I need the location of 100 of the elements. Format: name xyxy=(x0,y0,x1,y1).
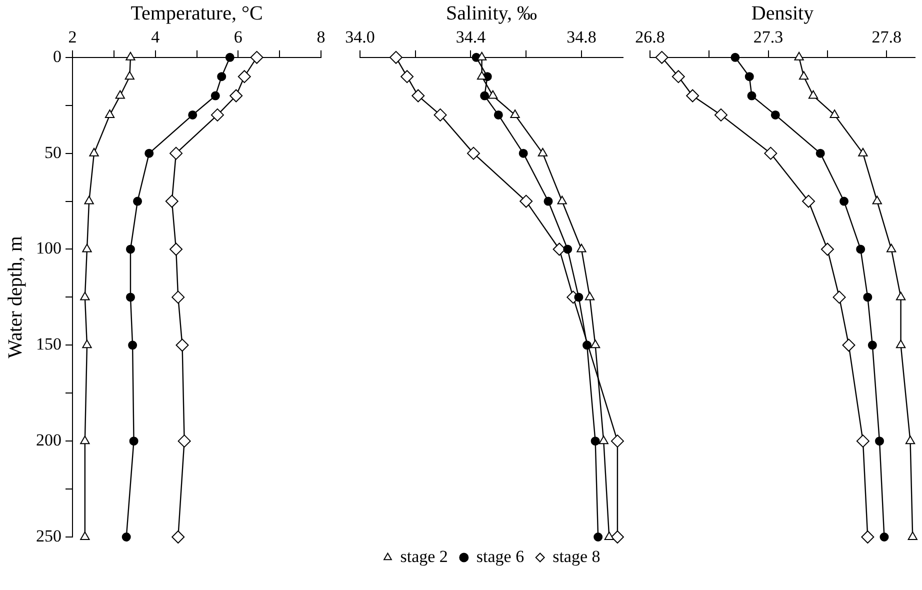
y-tick-label: 250 xyxy=(36,526,62,546)
point xyxy=(488,90,498,99)
point xyxy=(133,196,142,206)
point xyxy=(858,148,868,156)
point xyxy=(830,109,840,118)
y-tick-label: 100 xyxy=(36,238,62,258)
point xyxy=(604,532,614,540)
point xyxy=(538,148,548,156)
x-tick-label: 8 xyxy=(316,28,326,47)
point xyxy=(217,72,226,82)
point xyxy=(170,146,183,160)
point xyxy=(210,91,220,100)
y-axis-title: Water depth, m xyxy=(4,236,26,358)
point xyxy=(434,108,447,122)
x-tick-label: 34.8 xyxy=(566,28,596,47)
point xyxy=(520,194,533,208)
point xyxy=(655,50,668,64)
y-tick-label: 50 xyxy=(44,142,62,162)
point xyxy=(210,108,224,122)
point xyxy=(389,50,402,64)
point xyxy=(872,196,882,204)
x-tick-label: 4 xyxy=(151,28,160,47)
point xyxy=(188,110,198,120)
point xyxy=(176,338,189,352)
point xyxy=(476,52,487,60)
y-tick-label: 0 xyxy=(53,46,62,66)
x-tick-label: 26.8 xyxy=(635,28,665,47)
point xyxy=(557,196,567,204)
point xyxy=(840,196,849,206)
x-axis-title: Density xyxy=(751,2,814,24)
point xyxy=(808,90,818,99)
x-tick-label: 27.8 xyxy=(872,28,902,47)
point xyxy=(590,340,600,348)
point xyxy=(686,89,700,102)
point xyxy=(89,148,99,156)
point xyxy=(896,340,906,348)
point xyxy=(764,146,778,160)
point xyxy=(798,71,809,80)
point xyxy=(82,244,92,252)
point xyxy=(122,532,131,542)
point xyxy=(480,91,490,100)
point xyxy=(863,292,872,302)
point xyxy=(610,530,624,544)
point xyxy=(908,532,918,540)
point xyxy=(476,71,487,80)
point xyxy=(802,194,816,208)
legend-label: stage 6 xyxy=(476,546,524,566)
point xyxy=(714,108,728,122)
point xyxy=(820,242,834,256)
point xyxy=(896,292,906,300)
point xyxy=(400,70,414,84)
point xyxy=(165,194,178,208)
point xyxy=(115,90,125,99)
point xyxy=(128,340,138,350)
point xyxy=(80,532,90,540)
point xyxy=(816,148,825,158)
point xyxy=(494,110,503,120)
point xyxy=(552,242,566,256)
point xyxy=(730,52,740,62)
point xyxy=(770,110,780,120)
x-tick-label: 2 xyxy=(68,28,77,47)
point xyxy=(594,532,603,542)
point xyxy=(124,71,134,80)
point xyxy=(80,436,90,444)
point xyxy=(126,292,135,302)
point xyxy=(230,89,243,102)
point xyxy=(80,292,90,300)
x-tick-label: 34.4 xyxy=(456,28,486,47)
x-tick-label: 34.0 xyxy=(345,28,375,47)
point xyxy=(584,292,595,300)
x-tick-label: 27.3 xyxy=(753,28,784,47)
point xyxy=(170,242,183,256)
point xyxy=(744,72,754,82)
point xyxy=(544,196,553,206)
point xyxy=(126,244,135,254)
point xyxy=(832,290,846,304)
point xyxy=(412,89,425,102)
y-tick-label: 150 xyxy=(36,334,62,354)
point xyxy=(104,109,115,118)
x-tick-label: 6 xyxy=(234,28,242,47)
point xyxy=(250,50,264,64)
point xyxy=(886,244,896,252)
point xyxy=(518,148,528,158)
point xyxy=(467,146,480,160)
point xyxy=(842,338,856,352)
point xyxy=(82,340,92,348)
point xyxy=(144,148,154,158)
point xyxy=(126,52,136,60)
x-axis-title: Temperature, °C xyxy=(130,2,263,24)
point xyxy=(856,434,870,448)
point xyxy=(868,340,877,350)
point xyxy=(861,530,874,544)
point xyxy=(905,436,916,444)
point xyxy=(856,244,866,254)
point xyxy=(563,244,572,254)
point xyxy=(576,244,586,252)
point xyxy=(225,52,234,62)
legend-label: stage 8 xyxy=(552,546,600,566)
point xyxy=(178,434,191,448)
point xyxy=(875,436,884,446)
